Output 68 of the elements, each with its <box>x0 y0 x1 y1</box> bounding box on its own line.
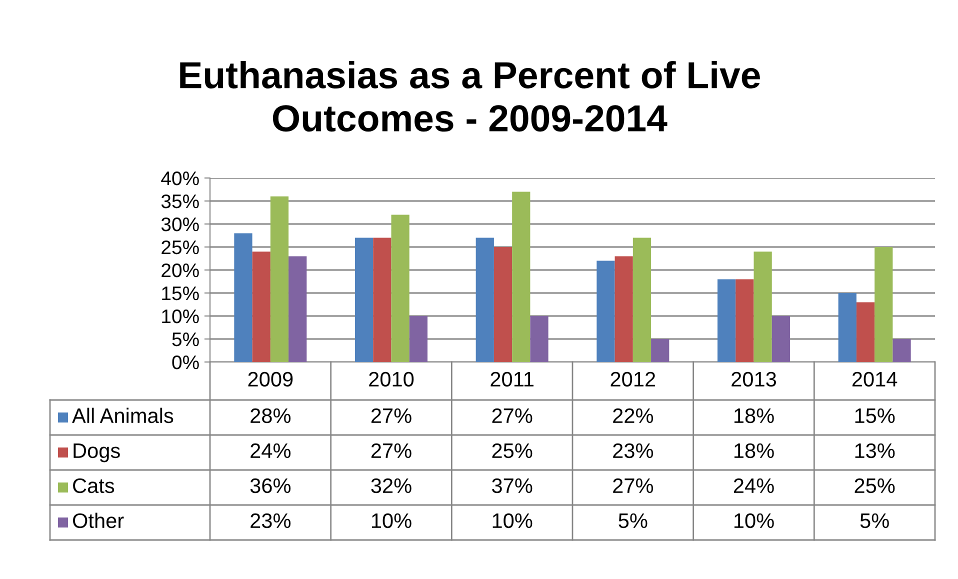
y-tick-label: 10% <box>162 309 199 324</box>
bar <box>355 238 374 362</box>
bar <box>614 256 633 362</box>
data-label: 13% <box>855 443 895 458</box>
bar <box>736 279 754 362</box>
bar <box>530 316 548 362</box>
data-label: 37% <box>492 478 532 494</box>
bar <box>651 339 670 362</box>
y-tick-label: 15% <box>162 286 199 300</box>
bar <box>373 238 392 362</box>
x-tick-label: 2012 <box>610 372 656 387</box>
data-label: 24% <box>734 478 774 494</box>
bar <box>838 293 856 362</box>
bar <box>252 252 270 362</box>
data-label: 23% <box>250 513 291 528</box>
y-tick-label: 25% <box>162 240 199 254</box>
bar <box>754 252 772 362</box>
y-tick-label: 35% <box>161 194 199 208</box>
data-label: 5% <box>618 513 648 528</box>
bar <box>494 247 512 362</box>
data-label: 10% <box>372 513 412 528</box>
bar <box>856 302 875 362</box>
bar <box>270 196 289 362</box>
x-tick-label: 2014 <box>852 372 898 387</box>
bar <box>288 256 307 362</box>
data-label: 22% <box>613 408 654 424</box>
x-tick-label: 2013 <box>732 372 776 387</box>
x-tick-label: 2011 <box>490 372 534 387</box>
bar <box>596 260 615 362</box>
data-label: 10% <box>734 513 774 528</box>
data-label: 27% <box>371 443 412 458</box>
data-label: 36% <box>250 478 291 494</box>
bar <box>892 339 911 362</box>
y-tick-label: 0% <box>172 355 199 370</box>
data-label: 18% <box>734 408 774 424</box>
bar <box>391 214 410 362</box>
bar <box>718 279 736 362</box>
bar <box>632 238 652 362</box>
data-label: 24% <box>250 443 291 458</box>
data-label: 27% <box>371 408 412 424</box>
y-tick-label: 30% <box>161 217 199 232</box>
legend-label: Dogs <box>74 444 120 462</box>
bar <box>772 316 790 362</box>
data-label: 27% <box>613 478 654 494</box>
data-label: 18% <box>734 443 774 458</box>
x-tick-label: 2009 <box>248 372 293 387</box>
data-label: 5% <box>860 513 889 528</box>
data-label: 10% <box>492 513 532 528</box>
y-tick-label: 40% <box>161 171 199 186</box>
bar <box>874 247 893 362</box>
legend-label: All Animals <box>72 408 174 424</box>
chart-title: Euthanasias as a Percent of Live Outcomes - 2009-2014 <box>180 60 760 132</box>
bar <box>476 238 494 362</box>
bar <box>512 192 530 362</box>
bar <box>234 233 252 362</box>
data-label: 32% <box>371 478 412 494</box>
data-label: 25% <box>854 478 895 494</box>
data-label: 25% <box>492 443 532 458</box>
data-label: 23% <box>613 443 654 458</box>
y-tick-label: 5% <box>172 332 199 346</box>
x-tick-label: 2010 <box>369 372 414 387</box>
data-label: 28% <box>250 408 291 424</box>
data-label: 27% <box>492 408 532 424</box>
data-label: 15% <box>855 408 895 424</box>
y-tick-label: 20% <box>162 263 199 278</box>
bar <box>409 316 428 362</box>
legend-label: Other <box>72 512 124 528</box>
legend-label: Cats <box>73 478 114 494</box>
